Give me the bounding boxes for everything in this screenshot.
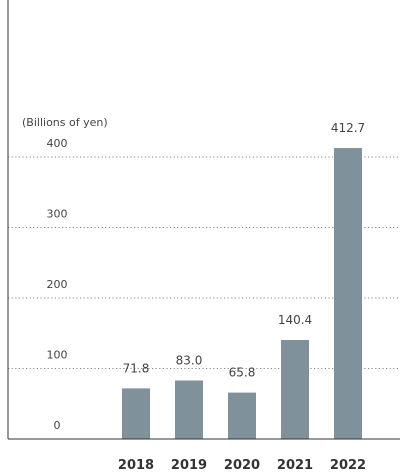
grid-layer — [8, 156, 400, 369]
text-layer: (Billions of yen) 0 100 200 300 400 71.8 2018 8… — [22, 116, 366, 473]
value-label-2022: 412.7 — [331, 121, 365, 135]
y-tick-label: 200 — [47, 278, 68, 291]
value-label-2018: 71.8 — [123, 361, 150, 375]
bar-2020 — [228, 392, 256, 439]
value-label-2019: 83.0 — [176, 353, 203, 367]
bar-layer — [122, 148, 362, 439]
x-tick-label-2018: 2018 — [118, 458, 154, 473]
y-tick-label: 300 — [47, 208, 68, 221]
bar-2019 — [175, 380, 203, 439]
value-label-2021: 140.4 — [278, 313, 312, 327]
x-tick-label-2019: 2019 — [171, 458, 207, 473]
value-label-2020: 65.8 — [229, 366, 256, 380]
axis-layer — [7, 0, 400, 440]
x-tick-label-2022: 2022 — [330, 458, 366, 473]
y-tick-label: 100 — [47, 349, 68, 362]
bar-2021 — [281, 340, 309, 439]
bar-2022 — [334, 148, 362, 439]
x-tick-label-2020: 2020 — [224, 458, 260, 473]
unit-label: (Billions of yen) — [22, 116, 108, 129]
bar-2018 — [122, 388, 150, 439]
x-tick-label-2021: 2021 — [277, 458, 313, 473]
y-tick-label: 400 — [47, 137, 68, 150]
y-tick-label: 0 — [54, 419, 61, 432]
